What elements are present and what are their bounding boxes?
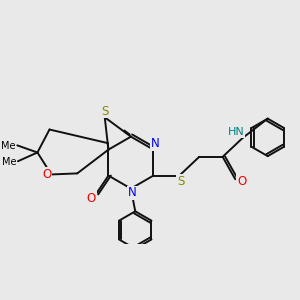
Text: O: O <box>237 175 246 188</box>
Text: HN: HN <box>228 127 244 137</box>
Text: O: O <box>87 192 96 205</box>
Text: Me: Me <box>2 157 16 166</box>
Text: S: S <box>101 105 108 118</box>
Text: N: N <box>128 186 137 200</box>
Text: O: O <box>42 168 52 181</box>
Text: N: N <box>151 137 159 150</box>
Text: S: S <box>177 175 184 188</box>
Text: Me: Me <box>1 141 16 151</box>
